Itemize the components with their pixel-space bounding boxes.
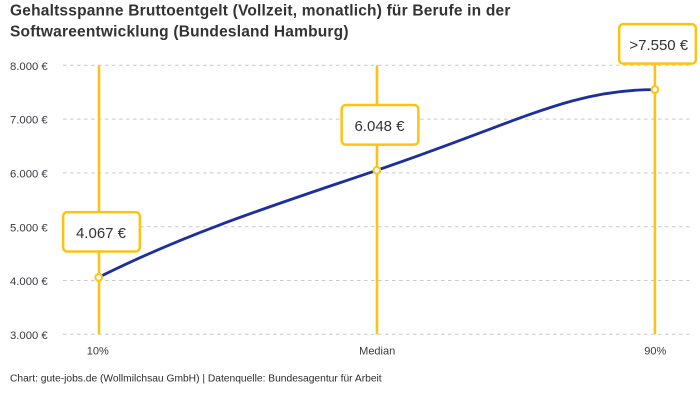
svg-text:8.000 €: 8.000 € <box>10 61 48 73</box>
svg-text:Chart: gute-jobs.de (Wollmilch: Chart: gute-jobs.de (Wollmilchsau GmbH) … <box>10 373 382 384</box>
svg-text:4.000 €: 4.000 € <box>10 276 48 288</box>
svg-text:Gehaltsspanne Bruttoentgelt (V: Gehaltsspanne Bruttoentgelt (Vollzeit, m… <box>10 3 511 20</box>
svg-text:90%: 90% <box>644 345 666 357</box>
svg-text:4.067 €: 4.067 € <box>76 225 127 242</box>
svg-text:7.000 €: 7.000 € <box>10 115 48 127</box>
svg-text:>7.550 €: >7.550 € <box>629 37 688 54</box>
svg-text:Median: Median <box>359 345 395 357</box>
svg-text:6.048 €: 6.048 € <box>354 118 405 135</box>
svg-text:6.000 €: 6.000 € <box>10 169 48 181</box>
svg-text:5.000 €: 5.000 € <box>10 222 48 234</box>
svg-text:Softwareentwicklung (Bundeslan: Softwareentwicklung (Bundesland Hamburg) <box>10 24 349 41</box>
svg-text:10%: 10% <box>87 345 109 357</box>
svg-text:3.000 €: 3.000 € <box>10 330 48 342</box>
